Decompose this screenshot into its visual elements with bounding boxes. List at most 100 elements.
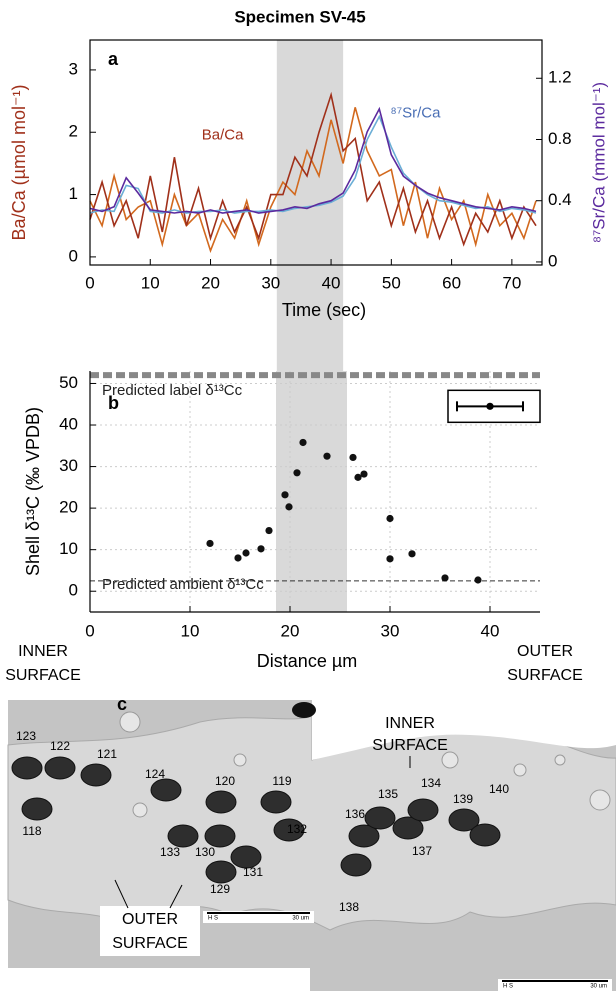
inclusion xyxy=(513,763,527,777)
y2-tick-label: 0.8 xyxy=(548,129,572,148)
data-point xyxy=(386,514,394,523)
x-tick-label: 60 xyxy=(442,273,461,292)
white-overlay xyxy=(312,700,616,760)
reference-label: Predicted label δ¹³Cc xyxy=(102,382,243,399)
inclusion xyxy=(233,753,247,767)
data-point xyxy=(299,438,307,447)
x-tick-label: 0 xyxy=(85,621,94,640)
spot-label: 129 xyxy=(210,882,230,896)
spot-label: 124 xyxy=(145,767,165,781)
scale-label: 30 um xyxy=(292,916,309,922)
spot-label: 132 xyxy=(287,822,307,836)
error-key-point xyxy=(486,402,494,410)
inclusion xyxy=(441,751,459,769)
y-tick-label: 50 xyxy=(59,373,78,392)
reference-label: Predicted ambient δ¹³Cc xyxy=(102,576,264,593)
data-point xyxy=(206,539,214,548)
spot-label: 119 xyxy=(272,774,291,788)
x-tick-label: 50 xyxy=(382,273,401,292)
ablation-spot xyxy=(392,816,424,840)
pointer xyxy=(169,884,183,909)
data-point xyxy=(349,453,357,462)
surface-label: OUTER xyxy=(122,911,178,928)
surface-label: SURFACE xyxy=(112,935,188,952)
y-tick-label: 0 xyxy=(69,581,78,600)
x-tick-label: 10 xyxy=(181,621,200,640)
panel-label: b xyxy=(108,393,119,413)
ablation-spot xyxy=(407,798,439,822)
ablation-spot xyxy=(273,818,305,842)
x-axis-label: Time (sec) xyxy=(282,300,366,320)
data-point xyxy=(242,549,250,557)
spot-label: 139 xyxy=(453,792,473,806)
ablation-spot xyxy=(448,808,480,832)
surface-label: OUTER xyxy=(517,643,573,660)
data-point xyxy=(441,574,449,582)
data-point xyxy=(234,554,242,562)
spot-label: 140 xyxy=(489,782,509,796)
spot-label: 120 xyxy=(215,774,235,788)
y2-tick-label: 1.2 xyxy=(548,68,572,87)
ablation-spot xyxy=(21,797,53,821)
inclusion xyxy=(589,789,611,811)
data-point xyxy=(360,470,368,478)
data-point xyxy=(323,452,331,460)
ablation-spot xyxy=(205,790,237,814)
ablation-spot xyxy=(150,778,182,802)
ablation-spot xyxy=(364,806,396,830)
spot-label: 134 xyxy=(421,776,441,790)
surface-label: SURFACE xyxy=(5,667,81,684)
spot-label: 138 xyxy=(339,900,359,914)
data-point xyxy=(285,503,293,511)
spot-label: 131 xyxy=(243,865,263,879)
pointer xyxy=(114,879,129,909)
highlight-band xyxy=(276,371,347,612)
x-tick-label: 10 xyxy=(141,273,160,292)
x-tick-label: 20 xyxy=(281,621,300,640)
y-tick-label: 3 xyxy=(69,59,78,78)
y2-tick-label: 0 xyxy=(548,251,557,270)
annotation: Ba/Ca xyxy=(202,126,244,143)
x-tick-label: 20 xyxy=(201,273,220,292)
y-tick-label: 1 xyxy=(69,184,78,203)
panel-label: c xyxy=(117,694,127,714)
ablation-spot xyxy=(80,763,112,787)
y-axis-label: Shell δ¹³C (‰ VPDB) xyxy=(23,407,43,576)
data-point xyxy=(257,545,265,553)
y2-axis-label: ⁸⁷Sr/Ca (mmol mol⁻¹) xyxy=(589,82,608,243)
y-tick-label: 10 xyxy=(59,539,78,558)
data-point xyxy=(386,555,394,563)
ablation-spot xyxy=(11,756,43,780)
data-point xyxy=(293,469,301,477)
inclusion xyxy=(132,802,148,818)
x-tick-label: 30 xyxy=(261,273,280,292)
panel-label: a xyxy=(108,49,119,69)
surface-label: INNER xyxy=(18,643,68,660)
label-bg xyxy=(100,906,200,956)
ablation-spot xyxy=(260,790,292,814)
scale-marker: H S xyxy=(208,916,218,922)
surface-label: INNER xyxy=(385,715,435,732)
spot-label: 136 xyxy=(345,807,365,821)
data-line xyxy=(89,106,537,214)
data-point xyxy=(474,576,482,584)
ablation-spot xyxy=(205,860,237,884)
ablation-spot xyxy=(44,756,76,780)
ablation-spot xyxy=(230,845,262,869)
inclusion xyxy=(119,711,141,733)
ablation-spot xyxy=(469,823,501,847)
x-tick-label: 40 xyxy=(322,273,341,292)
x-tick-label: 0 xyxy=(85,273,94,292)
spot-label: 121 xyxy=(97,747,117,761)
surface-label: SURFACE xyxy=(507,667,583,684)
spot-label: 122 xyxy=(50,739,70,753)
scale-label: 30 um xyxy=(590,984,607,990)
ablation-spot xyxy=(348,824,380,848)
spot-label: 118 xyxy=(22,824,41,838)
spot-label: 123 xyxy=(16,729,36,743)
spot-label: 130 xyxy=(195,845,215,859)
scale-marker: H S xyxy=(503,984,513,990)
x-tick-label: 40 xyxy=(481,621,500,640)
